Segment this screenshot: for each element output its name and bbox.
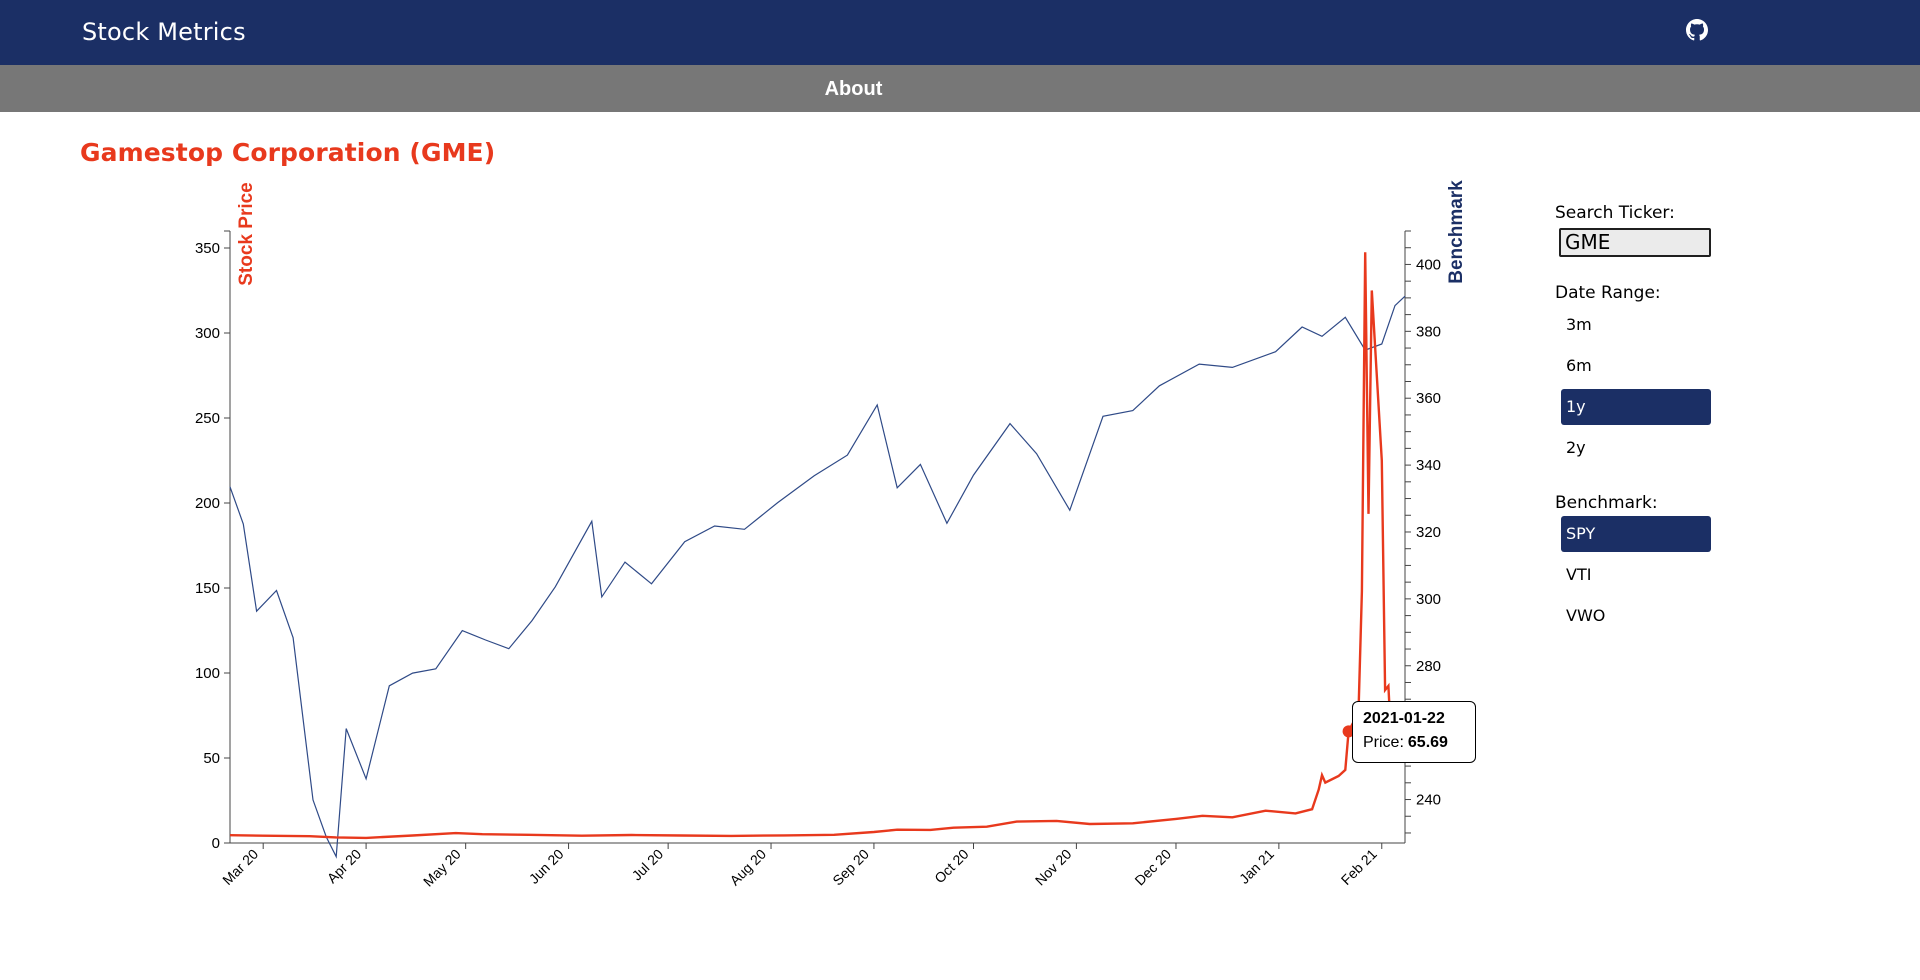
x-tick-label: Sep 20 <box>829 846 872 889</box>
left-tick-label: 250 <box>195 410 220 427</box>
benchmark-line <box>230 296 1405 857</box>
right-tick-label: 400 <box>1416 256 1441 273</box>
date-range-6m[interactable]: 6m <box>1561 348 1711 384</box>
date-range-label: Date Range: <box>1555 283 1661 303</box>
x-tick-label: Dec 20 <box>1131 846 1174 889</box>
tooltip-price-label: Price: <box>1363 734 1404 751</box>
x-tick-label: Aug 20 <box>726 846 769 889</box>
search-ticker-label: Search Ticker: <box>1555 203 1675 223</box>
date-range-3m[interactable]: 3m <box>1561 307 1711 343</box>
left-tick-label: 0 <box>212 835 220 852</box>
x-tick-label: Jan 21 <box>1236 846 1277 887</box>
left-tick-label: 200 <box>195 495 220 512</box>
left-tick-label: 300 <box>195 325 220 342</box>
right-tick-label: 280 <box>1416 658 1441 675</box>
data-tooltip: 2021-01-22 Price: 65.69 <box>1352 701 1476 763</box>
x-tick-label: Feb 21 <box>1338 846 1380 888</box>
x-tick-label: Oct 20 <box>931 846 972 887</box>
benchmark-vwo[interactable]: VWO <box>1561 598 1711 634</box>
benchmark-vti[interactable]: VTI <box>1561 557 1711 593</box>
tooltip-price-value: 65.69 <box>1408 734 1448 751</box>
left-tick-label: 150 <box>195 580 220 597</box>
right-tick-label: 240 <box>1416 792 1441 809</box>
right-tick-label: 300 <box>1416 591 1441 608</box>
x-axis: Mar 20 Apr 20 May 20 Jun 20 Jul 20 Aug 20 Sep … <box>219 843 1405 890</box>
left-tick-label: 50 <box>203 750 220 767</box>
right-tick-label: 320 <box>1416 524 1441 541</box>
x-tick-label: May 20 <box>420 846 464 890</box>
search-ticker-input[interactable]: GME <box>1559 228 1711 257</box>
right-axis-label: Benchmark <box>1446 180 1467 284</box>
x-tick-label: Apr 20 <box>324 846 365 887</box>
x-tick-label: Nov 20 <box>1032 846 1075 889</box>
left-axis: 0 50 100 150 200 250 300 350 <box>195 231 230 852</box>
date-range-1y[interactable]: 1y <box>1561 389 1711 425</box>
x-tick-label: Jun 20 <box>526 846 567 887</box>
x-tick-label: Mar 20 <box>219 846 261 888</box>
tooltip-date: 2021-01-22 <box>1363 710 1475 728</box>
benchmark-label: Benchmark: <box>1555 493 1658 513</box>
stock-price-line <box>230 252 1395 838</box>
benchmark-spy[interactable]: SPY <box>1561 516 1711 552</box>
right-tick-label: 360 <box>1416 390 1441 407</box>
x-tick-label: Jul 20 <box>629 846 667 884</box>
right-tick-label: 380 <box>1416 323 1441 340</box>
left-tick-label: 350 <box>195 240 220 257</box>
left-tick-label: 100 <box>195 665 220 682</box>
right-tick-label: 340 <box>1416 457 1441 474</box>
left-axis-label: Stock Price <box>236 182 257 286</box>
date-range-2y[interactable]: 2y <box>1561 430 1711 466</box>
